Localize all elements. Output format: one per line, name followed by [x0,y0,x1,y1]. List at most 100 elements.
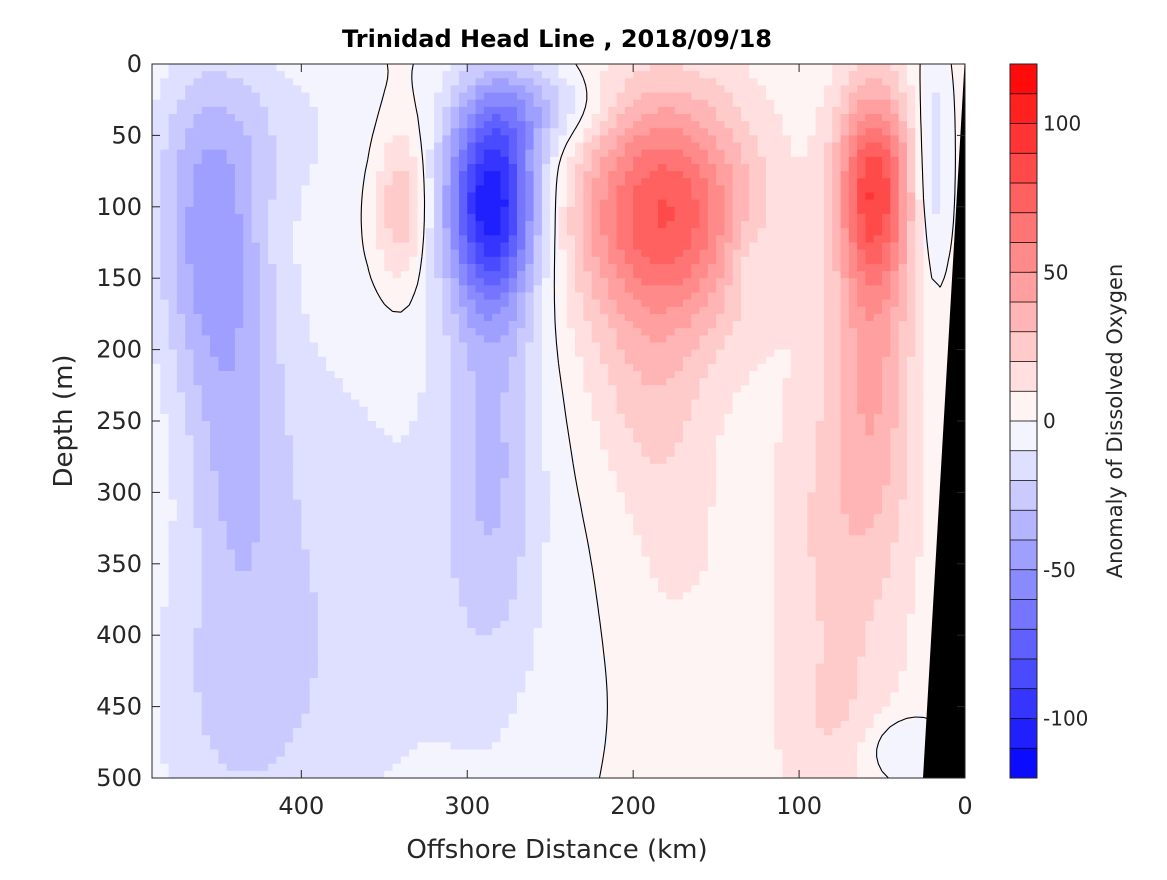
field-cell [417,228,427,236]
field-cell [782,135,792,144]
field-cell [475,335,485,344]
field-cell [508,106,518,115]
field-cell [666,349,676,358]
field-cell [226,285,236,294]
field-cell [425,213,435,222]
field-cell [691,156,701,165]
field-cell [799,192,808,201]
field-cell [367,385,377,394]
field-cell [757,163,767,172]
field-cell [649,421,659,429]
field-cell [699,313,709,322]
field-cell [218,92,228,101]
field-cell [342,399,352,408]
field-cell [848,321,858,329]
field-cell [848,271,858,279]
field-cell [641,121,651,129]
field-cell [483,278,493,286]
field-cell [500,206,510,215]
field-cell [923,178,933,186]
field-cell [517,278,526,286]
field-cell [575,128,584,136]
field-cell [193,99,203,108]
field-cell [342,163,352,172]
field-cell [674,292,684,301]
field-cell [741,121,750,129]
field-cell [857,121,867,129]
field-cell [301,328,311,336]
field-cell [832,413,842,422]
field-cell [434,363,443,372]
field-cell [384,135,394,144]
field-cell [168,371,178,379]
field-cell [707,199,717,208]
field-cell [956,92,965,101]
field-cell [168,313,178,322]
field-cell [400,221,410,229]
field-cell [840,106,850,115]
field-cell [948,192,958,201]
field-cell [160,421,170,429]
field-cell [865,335,875,344]
field-cell [608,313,618,322]
field-cell [940,156,950,165]
field-cell [774,385,784,394]
field-cell [716,399,726,408]
field-cell [732,213,742,222]
field-cell [251,142,261,151]
field-cell [799,392,808,401]
field-cell [774,285,784,294]
field-cell [201,285,211,294]
field-cell [649,321,659,329]
field-cell [309,192,319,201]
field-cell [815,128,825,136]
field-cell [865,406,875,415]
field-cell [483,285,493,294]
field-cell [500,378,510,386]
field-cell [682,85,692,94]
field-cell [400,106,410,115]
field-cell [732,71,742,79]
field-cell [475,163,485,172]
field-cell [417,385,427,394]
field-cell [201,249,211,258]
field-cell [210,271,219,279]
field-cell [799,306,808,315]
field-cell [566,263,576,272]
field-cell [375,235,385,244]
field-cell [641,371,651,379]
field-cell [309,335,319,344]
field-cell [940,313,950,322]
field-cell [500,299,510,308]
field-cell [243,228,253,236]
field-cell [583,206,593,215]
field-cell [533,78,543,87]
field-cell [160,399,170,408]
field-cell [807,71,817,79]
field-cell [566,171,576,179]
field-cell [508,235,518,244]
field-cell [243,185,253,194]
field-cell [716,99,726,108]
field-cell [152,235,161,244]
field-cell [334,235,344,244]
field-cell [923,156,933,165]
field-cell [375,221,385,229]
field-cell [931,163,941,172]
field-cell [467,178,477,186]
field-cell [707,413,717,422]
field-cell [492,171,502,179]
field-cell [624,256,634,265]
field-cell [815,185,825,194]
field-cell [832,299,842,308]
field-cell [541,221,551,229]
field-cell [757,78,767,87]
field-cell [218,406,228,415]
field-cell [226,221,236,229]
field-cell [342,385,352,394]
field-cell [608,142,618,151]
field-cell [384,71,394,79]
field-cell [624,385,634,394]
field-cell [409,142,419,151]
field-cell [741,178,750,186]
